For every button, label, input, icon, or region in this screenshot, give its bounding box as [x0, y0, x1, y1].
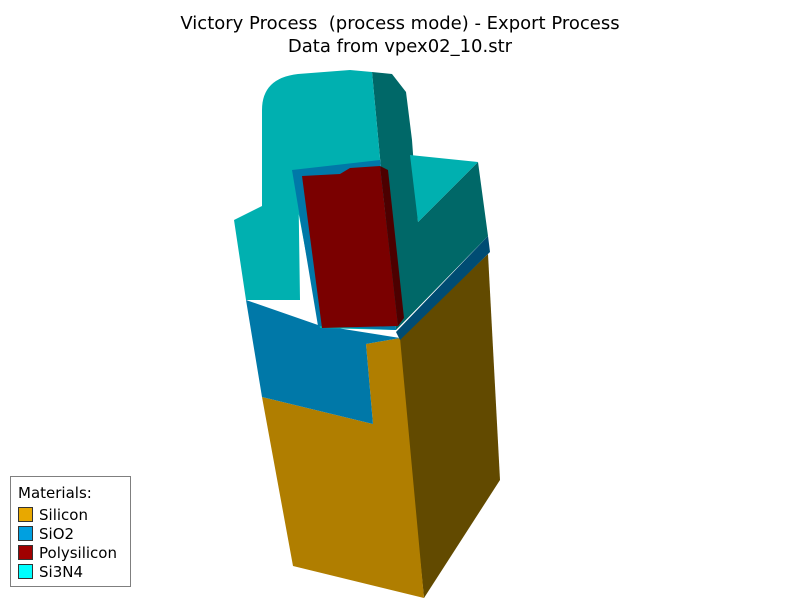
polysilicon-swatch	[18, 545, 33, 560]
legend-label: SiO2	[39, 524, 75, 543]
sio2-front-region	[246, 300, 400, 424]
legend-label: Si3N4	[39, 562, 83, 581]
legend-item-silicon: Silicon	[18, 505, 130, 524]
legend-item-sio2: SiO2	[18, 524, 130, 543]
title-line-1: Victory Process (process mode) - Export …	[180, 13, 620, 34]
si3n4-side-face	[372, 72, 488, 330]
sio2-side-strip	[396, 236, 490, 340]
legend-item-si3n4: Si3N4	[18, 562, 130, 581]
legend-label: Silicon	[39, 505, 88, 524]
polysilicon-gate-front	[302, 166, 398, 328]
materials-legend: Materials: Silicon SiO2 Polysilicon Si3N…	[10, 476, 131, 587]
polysilicon-gate-side	[380, 166, 404, 326]
title-line-2: Data from vpex02_10.str	[287, 36, 513, 57]
sio2-swatch	[18, 526, 33, 541]
legend-item-polysilicon: Polysilicon	[18, 543, 130, 562]
silicon-swatch	[18, 507, 33, 522]
legend-label: Polysilicon	[39, 543, 117, 562]
silicon-front-face	[262, 338, 424, 598]
si3n4-top-ledge	[410, 155, 478, 222]
silicon-side-face	[398, 254, 500, 598]
plot-title: Victory Process (process mode) - Export …	[0, 12, 800, 58]
legend-title: Materials:	[18, 484, 92, 502]
si3n4-swatch	[18, 564, 33, 579]
